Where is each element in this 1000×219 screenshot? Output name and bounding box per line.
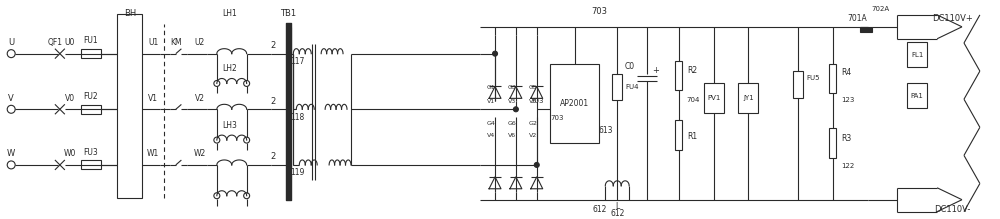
Bar (738, 83, 758, 113)
Text: V5: V5 (529, 99, 537, 104)
Text: V2: V2 (195, 94, 205, 103)
Text: QF1: QF1 (47, 38, 62, 47)
Bar (81, 49, 101, 58)
Text: U1: U1 (148, 38, 158, 47)
Text: DC110V-: DC110V- (934, 205, 970, 214)
Text: 701A: 701A (848, 14, 868, 23)
Bar (829, 64, 836, 93)
Text: G5: G5 (529, 85, 538, 90)
Text: 2: 2 (271, 97, 276, 106)
Text: W2: W2 (194, 150, 206, 159)
Text: LH3: LH3 (222, 121, 237, 130)
Bar (117, 14, 142, 198)
Text: 2: 2 (271, 41, 276, 50)
Text: 119: 119 (290, 168, 305, 177)
Text: V4: V4 (487, 133, 495, 138)
Text: LH2: LH2 (222, 64, 237, 73)
Text: FU3: FU3 (83, 148, 98, 157)
Text: V0: V0 (65, 94, 75, 103)
Text: 122: 122 (841, 163, 854, 169)
Text: FU5: FU5 (806, 76, 820, 81)
Bar (81, 105, 101, 114)
Text: 613: 613 (598, 126, 613, 135)
Text: R2: R2 (687, 66, 697, 75)
Text: W: W (7, 150, 15, 159)
Circle shape (493, 51, 498, 56)
Text: U: U (8, 38, 14, 47)
Text: TB1: TB1 (280, 9, 296, 18)
Text: BH: BH (124, 9, 137, 18)
Text: G2: G2 (529, 121, 538, 126)
Text: AP2001: AP2001 (560, 99, 589, 108)
Text: JY1: JY1 (743, 95, 754, 101)
Text: R4: R4 (841, 68, 851, 77)
Text: FU4: FU4 (625, 85, 639, 90)
Text: U0: U0 (65, 38, 75, 47)
Text: V1: V1 (148, 94, 158, 103)
Text: V6: V6 (508, 133, 516, 138)
Text: U2: U2 (195, 38, 205, 47)
Text: FU2: FU2 (83, 92, 98, 101)
Text: G4: G4 (487, 121, 496, 126)
Text: W1: W1 (147, 150, 159, 159)
Text: G6: G6 (508, 121, 517, 126)
Bar (860, 27, 866, 32)
Text: V3: V3 (508, 99, 516, 104)
Bar (829, 128, 836, 158)
Text: 703: 703 (551, 115, 564, 121)
Text: LH1: LH1 (222, 9, 237, 18)
Bar (675, 120, 682, 150)
Text: 117: 117 (290, 57, 305, 66)
Text: 703: 703 (530, 98, 544, 104)
Text: 123: 123 (841, 97, 854, 103)
Text: 703: 703 (591, 7, 607, 16)
Text: L: L (615, 202, 619, 211)
Text: G1: G1 (487, 85, 496, 90)
Bar (866, 27, 872, 32)
Bar (81, 161, 101, 169)
Text: 118: 118 (290, 113, 304, 122)
Bar (612, 74, 622, 100)
Bar (550, 64, 599, 143)
Bar (793, 71, 803, 98)
Circle shape (534, 162, 539, 167)
Bar (907, 83, 927, 108)
Text: 2: 2 (271, 152, 276, 161)
Text: 704: 704 (687, 97, 700, 103)
Text: C0: C0 (625, 62, 635, 71)
Text: V: V (8, 94, 14, 103)
Text: FL1: FL1 (911, 52, 923, 58)
Text: PA1: PA1 (911, 93, 924, 99)
Text: R1: R1 (687, 132, 697, 141)
Text: W0: W0 (64, 150, 76, 159)
Text: V2: V2 (529, 133, 537, 138)
Text: +: + (652, 66, 659, 75)
Text: 612: 612 (610, 209, 624, 218)
Text: R3: R3 (841, 134, 851, 143)
Bar (907, 42, 927, 67)
Text: 612: 612 (592, 205, 607, 214)
Text: FU1: FU1 (83, 36, 98, 45)
Text: G3: G3 (508, 85, 517, 90)
Text: DC110V+: DC110V+ (932, 14, 972, 23)
Bar (704, 83, 724, 113)
Text: V1: V1 (487, 99, 495, 104)
Circle shape (513, 107, 518, 112)
Bar (675, 61, 682, 90)
Text: KM: KM (170, 38, 182, 47)
Text: PV1: PV1 (707, 95, 720, 101)
Text: 702A: 702A (871, 6, 890, 12)
